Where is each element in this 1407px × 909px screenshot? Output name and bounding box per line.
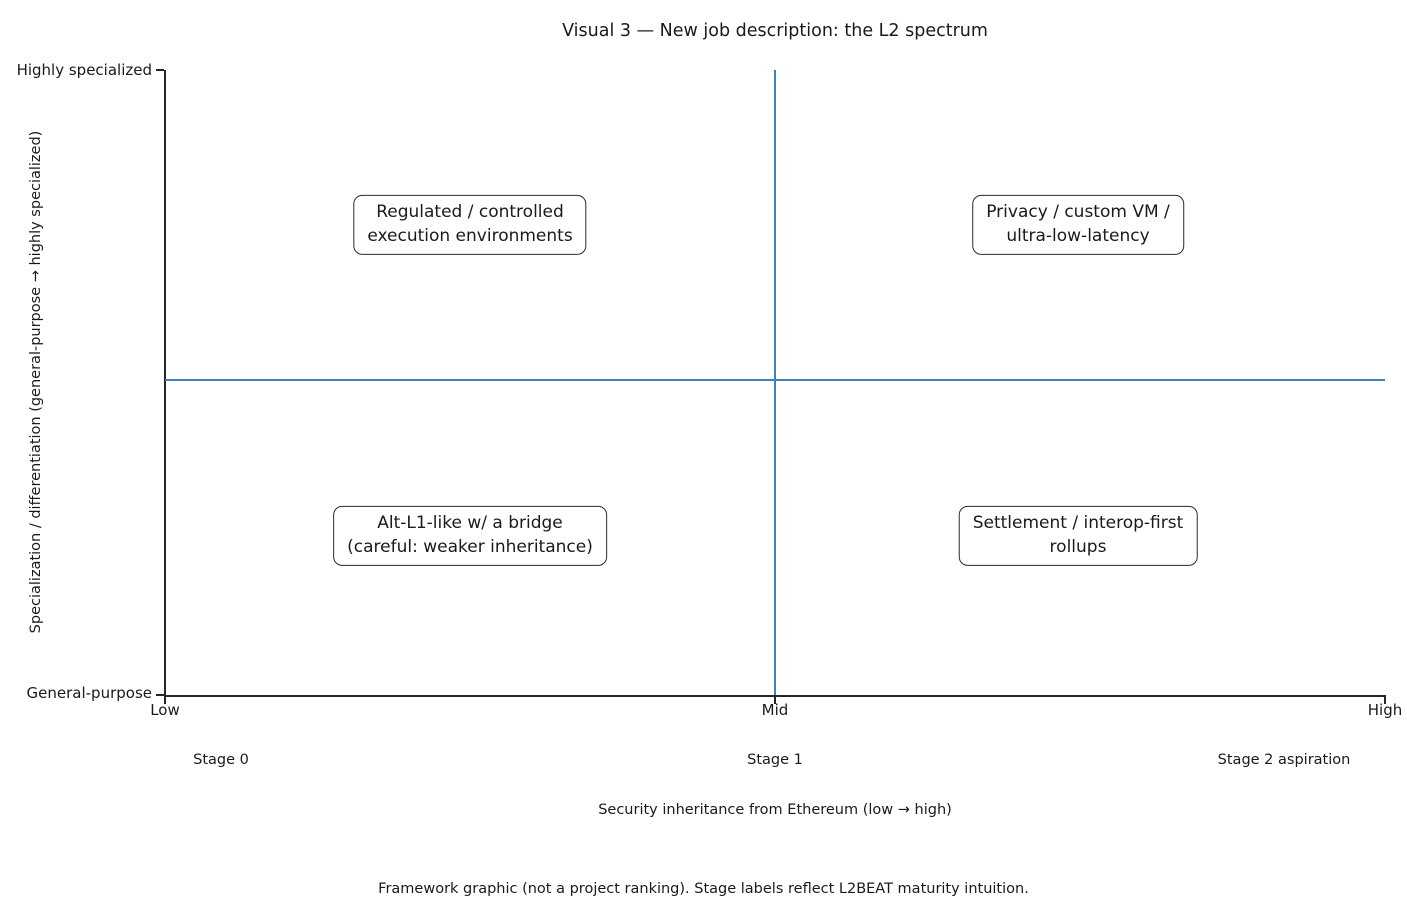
- quadrant-box-bottom-right-line1: Settlement / interop-first: [972, 512, 1184, 533]
- quadrant-box-bottom-left-line1: Alt-L1-like w/ a bridge: [377, 512, 563, 533]
- crosshair-horizontal-line: [165, 379, 1385, 381]
- stage-label-2: Stage 2 aspiration: [1217, 752, 1351, 768]
- quadrant-box-bottom-left-line2: (careful: weaker inheritance): [347, 537, 593, 557]
- x-tick-label-mid: Mid: [761, 701, 789, 719]
- y-tick-label-bottom: General-purpose: [26, 684, 152, 702]
- x-axis-spine: [164, 695, 1386, 697]
- quadrant-box-top-left-line1: Regulated / controlled: [376, 201, 564, 222]
- y-tick-mark-top: [156, 69, 164, 71]
- stage-label-1: Stage 1: [747, 752, 803, 768]
- x-tick-mark-low: [164, 697, 166, 704]
- y-axis-title: Specialization / differentiation (genera…: [28, 130, 44, 634]
- quadrant-box-bottom-right-line2: rollups: [1049, 537, 1107, 557]
- quadrant-box-top-left-line2: execution environments: [367, 226, 573, 246]
- chart-title: Visual 3 — New job description: the L2 s…: [562, 21, 988, 41]
- crosshair-vertical-line: [774, 70, 776, 695]
- quadrant-box-top-left: Regulated / controlled execution environ…: [353, 194, 587, 256]
- quadrant-box-top-right: Privacy / custom VM / ultra-low-latency: [972, 194, 1184, 256]
- y-tick-label-top: Highly specialized: [16, 61, 152, 79]
- x-axis-title: Security inheritance from Ethereum (low …: [598, 802, 952, 818]
- x-tick-label-high: High: [1367, 701, 1403, 719]
- stage-label-0: Stage 0: [193, 752, 249, 768]
- x-tick-mark-high: [1384, 697, 1386, 704]
- x-tick-mark-mid: [774, 697, 776, 704]
- x-tick-label-low: Low: [150, 701, 180, 719]
- quadrant-box-bottom-left: Alt-L1-like w/ a bridge (careful: weaker…: [333, 505, 607, 567]
- y-tick-mark-bottom: [156, 694, 164, 696]
- quadrant-box-bottom-right: Settlement / interop-first rollups: [958, 505, 1198, 567]
- y-axis-spine: [164, 70, 166, 697]
- quadrant-box-top-right-line1: Privacy / custom VM /: [986, 201, 1170, 222]
- footnote: Framework graphic (not a project ranking…: [378, 881, 1029, 897]
- quadrant-box-top-right-line2: ultra-low-latency: [1006, 226, 1150, 246]
